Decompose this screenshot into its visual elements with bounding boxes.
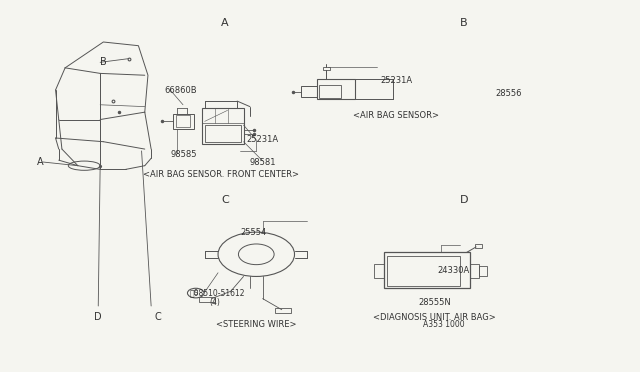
Text: 25231A: 25231A — [381, 76, 413, 85]
Text: 25231A: 25231A — [246, 135, 279, 144]
Text: A353 1000: A353 1000 — [424, 320, 465, 329]
Text: 28555N: 28555N — [419, 298, 451, 307]
Text: 98581: 98581 — [250, 157, 276, 167]
Text: D: D — [94, 312, 101, 322]
Bar — [387, 256, 460, 286]
Text: 24330A: 24330A — [438, 266, 470, 275]
Text: <STEERING WIRE>: <STEERING WIRE> — [216, 320, 296, 329]
Text: A: A — [36, 157, 43, 167]
Text: 98585: 98585 — [170, 150, 196, 159]
Text: B: B — [460, 18, 468, 28]
Text: 66860B: 66860B — [164, 86, 196, 94]
Bar — [479, 266, 487, 276]
Text: B: B — [100, 57, 107, 67]
Text: (4): (4) — [209, 298, 220, 307]
Text: S: S — [193, 290, 198, 296]
Text: 28556: 28556 — [495, 89, 522, 98]
Bar — [317, 79, 355, 99]
Text: <DIAGNOSIS UNIT. AIR BAG>: <DIAGNOSIS UNIT. AIR BAG> — [373, 312, 496, 321]
Text: Ⓜ08510-51612: Ⓜ08510-51612 — [189, 289, 245, 298]
Bar — [319, 85, 341, 98]
Bar — [384, 253, 470, 288]
Bar — [275, 308, 291, 313]
Bar — [301, 86, 317, 97]
Text: 25554: 25554 — [241, 228, 267, 237]
Bar — [202, 109, 244, 144]
Bar — [176, 115, 190, 127]
Bar — [470, 263, 479, 278]
Text: A: A — [221, 18, 229, 28]
Text: D: D — [460, 195, 468, 205]
Text: C: C — [221, 195, 229, 205]
Bar — [374, 263, 384, 278]
Bar — [323, 67, 330, 70]
Bar — [199, 297, 215, 302]
Bar — [475, 244, 483, 248]
Text: <AIR BAG SENSOR>: <AIR BAG SENSOR> — [353, 111, 440, 121]
Text: C: C — [154, 312, 161, 322]
Bar — [173, 114, 194, 129]
Bar — [205, 125, 241, 142]
Text: <AIR BAG SENSOR. FRONT CENTER>: <AIR BAG SENSOR. FRONT CENTER> — [143, 170, 300, 179]
